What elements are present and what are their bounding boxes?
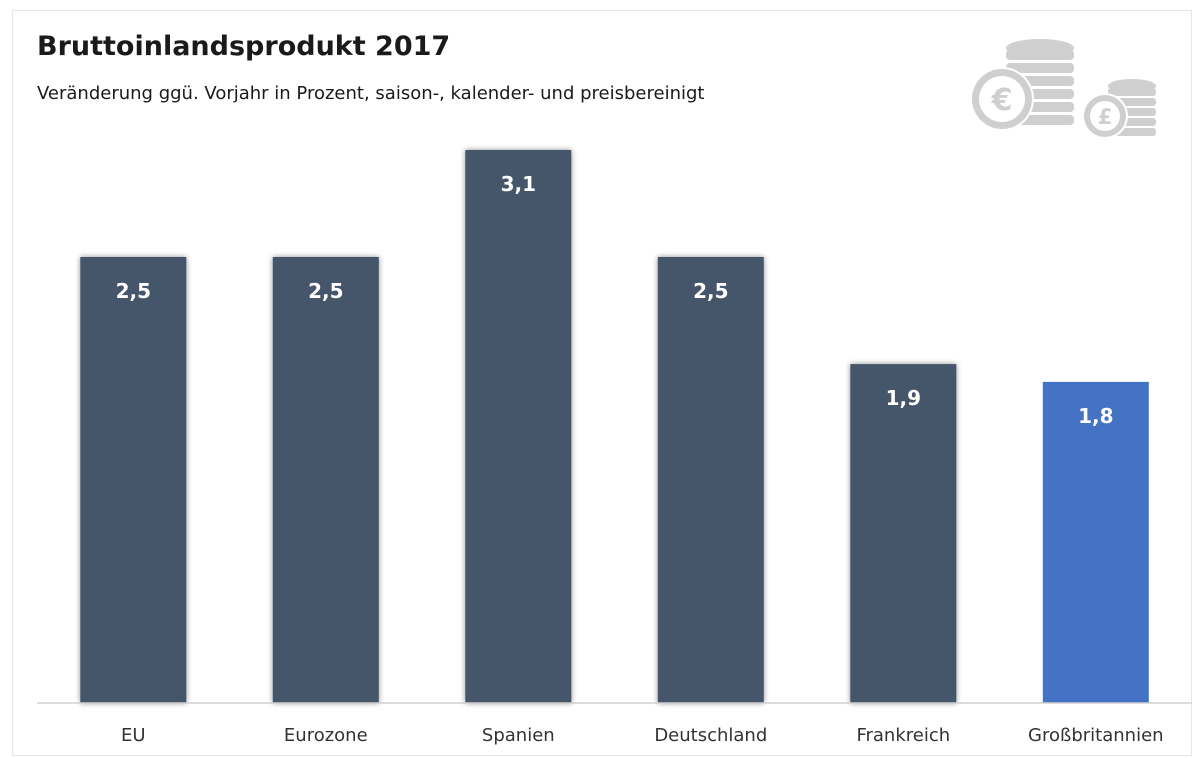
svg-text:£: £ <box>1098 105 1113 129</box>
bar-4 <box>850 364 957 703</box>
bar-value-label-5: 1,8 <box>1078 404 1113 428</box>
coins-euro-pound-icon: € £ <box>970 39 1156 139</box>
category-label-1: Eurozone <box>284 725 368 746</box>
bar-value-label-3: 2,5 <box>693 279 728 303</box>
bar-3 <box>657 257 764 703</box>
bar-value-label-4: 1,9 <box>886 386 921 410</box>
bar-5 <box>1042 381 1149 703</box>
bar-value-label-2: 3,1 <box>501 172 536 196</box>
bar-0 <box>80 257 187 703</box>
category-label-2: Spanien <box>482 725 555 746</box>
category-label-0: EU <box>121 725 146 746</box>
bar-value-label-1: 2,5 <box>308 279 343 303</box>
bar-value-label-0: 2,5 <box>116 279 151 303</box>
svg-text:€: € <box>991 83 1013 118</box>
category-label-3: Deutschland <box>654 725 767 746</box>
chart-frame <box>12 10 1192 756</box>
category-label-4: Frankreich <box>856 725 950 746</box>
bar-1 <box>272 257 379 703</box>
bar-2 <box>465 150 572 703</box>
chart-title: Bruttoinlandsprodukt 2017 <box>37 31 451 62</box>
chart-subtitle: Veränderung ggü. Vorjahr in Prozent, sai… <box>37 83 705 104</box>
category-label-5: Großbritannien <box>1028 725 1164 746</box>
